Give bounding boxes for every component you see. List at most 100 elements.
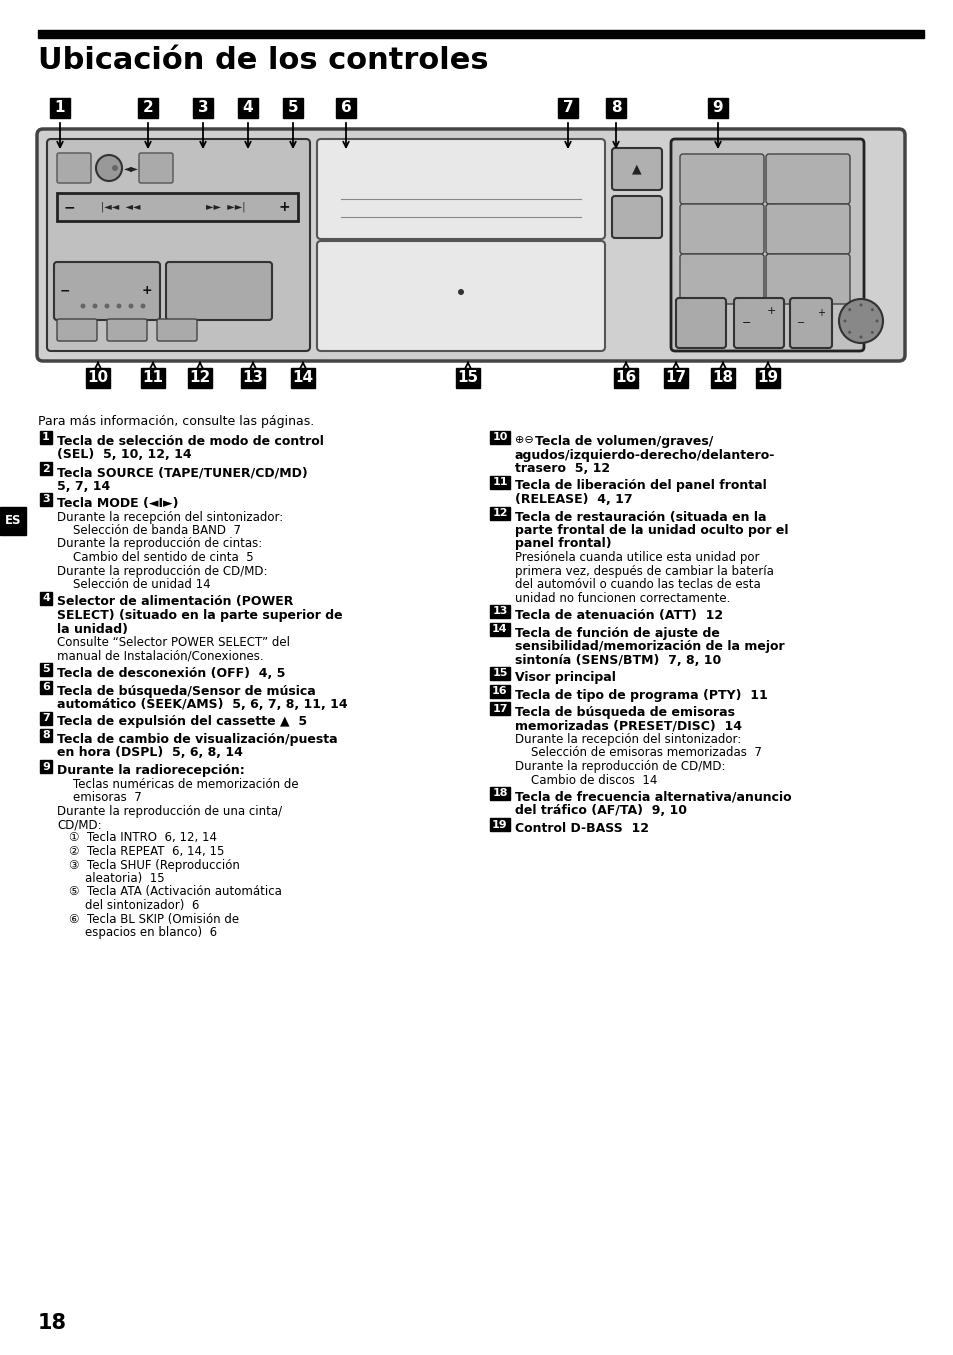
Text: 15: 15: [456, 370, 478, 386]
Text: Tecla de función de ajuste de: Tecla de función de ajuste de: [515, 626, 720, 640]
Bar: [40, 760, 52, 772]
FancyBboxPatch shape: [139, 153, 172, 183]
Bar: [456, 369, 479, 388]
Text: ▲: ▲: [632, 163, 641, 176]
FancyBboxPatch shape: [57, 153, 91, 183]
Bar: [188, 369, 212, 388]
Bar: [663, 369, 687, 388]
FancyBboxPatch shape: [166, 262, 272, 320]
Bar: [490, 507, 510, 519]
Text: Selección de emisoras memorizadas  7: Selección de emisoras memorizadas 7: [531, 747, 761, 760]
Text: Durante la recepción del sintonizador:: Durante la recepción del sintonizador:: [515, 733, 740, 747]
Text: 8: 8: [42, 730, 50, 740]
Text: 6: 6: [42, 682, 50, 692]
Circle shape: [838, 299, 882, 343]
Bar: [141, 369, 165, 388]
Text: Tecla de volumen/graves/: Tecla de volumen/graves/: [535, 435, 713, 449]
Text: 11: 11: [492, 477, 507, 486]
Bar: [50, 98, 70, 118]
Text: +: +: [765, 306, 775, 316]
Circle shape: [870, 331, 873, 333]
Text: 18: 18: [38, 1313, 67, 1333]
Text: primera vez, después de cambiar la batería: primera vez, después de cambiar la bater…: [515, 565, 773, 577]
Text: panel frontal): panel frontal): [515, 538, 611, 550]
Text: espacios en blanco)  6: espacios en blanco) 6: [85, 925, 217, 939]
Text: Durante la recepción del sintonizador:: Durante la recepción del sintonizador:: [57, 511, 283, 523]
Circle shape: [112, 165, 118, 171]
Bar: [490, 818, 510, 831]
Text: ①  Tecla INTRO  6, 12, 14: ① Tecla INTRO 6, 12, 14: [69, 832, 216, 844]
Bar: [283, 98, 303, 118]
Text: 5, 7, 14: 5, 7, 14: [57, 480, 111, 492]
Text: 17: 17: [492, 703, 507, 714]
FancyBboxPatch shape: [670, 140, 863, 351]
Bar: [710, 369, 734, 388]
Text: Selección de banda BAND  7: Selección de banda BAND 7: [73, 524, 241, 537]
Text: unidad no funcionen correctamente.: unidad no funcionen correctamente.: [515, 592, 730, 604]
Circle shape: [80, 304, 86, 309]
Text: Cambio del sentido de cinta  5: Cambio del sentido de cinta 5: [73, 551, 253, 564]
Text: 13: 13: [492, 607, 507, 617]
Text: 3: 3: [42, 495, 50, 504]
FancyBboxPatch shape: [676, 298, 725, 348]
Bar: [0, 507, 26, 535]
Text: (RELEASE)  4, 17: (RELEASE) 4, 17: [515, 493, 632, 505]
FancyBboxPatch shape: [107, 318, 147, 341]
Text: 19: 19: [757, 370, 778, 386]
Text: Durante la reproducción de una cinta/: Durante la reproducción de una cinta/: [57, 805, 282, 817]
Text: Tecla de tipo de programa (PTY)  11: Tecla de tipo de programa (PTY) 11: [515, 688, 767, 702]
Circle shape: [457, 289, 463, 295]
Text: emisoras  7: emisoras 7: [73, 791, 142, 804]
FancyBboxPatch shape: [57, 318, 97, 341]
FancyBboxPatch shape: [612, 196, 661, 238]
Text: Cambio de discos  14: Cambio de discos 14: [531, 774, 657, 786]
Bar: [490, 667, 510, 680]
Text: parte frontal de la unidad oculto por el: parte frontal de la unidad oculto por el: [515, 524, 788, 537]
Bar: [86, 369, 110, 388]
Bar: [40, 462, 52, 476]
Text: 15: 15: [492, 668, 507, 679]
Bar: [40, 592, 52, 604]
Text: Para más información, consulte las páginas.: Para más información, consulte las págin…: [38, 415, 314, 428]
Text: |◄◄  ◄◄: |◄◄ ◄◄: [101, 202, 141, 213]
Text: Tecla de desconexión (OFF)  4, 5: Tecla de desconexión (OFF) 4, 5: [57, 667, 285, 680]
Text: Presiónela cuanda utilice esta unidad por: Presiónela cuanda utilice esta unidad po…: [515, 551, 759, 564]
FancyBboxPatch shape: [54, 262, 160, 320]
Circle shape: [116, 304, 121, 309]
FancyBboxPatch shape: [733, 298, 783, 348]
Text: sensibilidad/memorización de la mejor: sensibilidad/memorización de la mejor: [515, 640, 783, 653]
Bar: [490, 431, 510, 444]
Text: Durante la reproducción de CD/MD:: Durante la reproducción de CD/MD:: [515, 760, 724, 772]
Text: Control D-BASS  12: Control D-BASS 12: [515, 822, 648, 835]
Bar: [490, 702, 510, 715]
Text: 14: 14: [492, 625, 507, 634]
Text: Consulte “Selector POWER SELECT” del: Consulte “Selector POWER SELECT” del: [57, 635, 290, 649]
Text: 9: 9: [42, 762, 50, 771]
Text: Selector de alimentación (POWER: Selector de alimentación (POWER: [57, 595, 294, 608]
Text: −: −: [60, 285, 71, 298]
Text: automático (SEEK/AMS)  5, 6, 7, 8, 11, 14: automático (SEEK/AMS) 5, 6, 7, 8, 11, 14: [57, 698, 347, 711]
FancyBboxPatch shape: [37, 129, 904, 360]
FancyBboxPatch shape: [612, 148, 661, 190]
Text: Tecla SOURCE (TAPE/TUNER/CD/MD): Tecla SOURCE (TAPE/TUNER/CD/MD): [57, 466, 308, 480]
Text: manual de Instalación/Conexiones.: manual de Instalación/Conexiones.: [57, 649, 263, 663]
Text: CD/MD:: CD/MD:: [57, 818, 102, 831]
Text: en hora (DSPL)  5, 6, 8, 14: en hora (DSPL) 5, 6, 8, 14: [57, 747, 243, 760]
Circle shape: [129, 304, 133, 309]
FancyBboxPatch shape: [679, 154, 763, 205]
Text: 12: 12: [190, 370, 211, 386]
Circle shape: [842, 320, 845, 322]
Text: 7: 7: [42, 713, 50, 724]
Bar: [335, 98, 355, 118]
Text: 18: 18: [492, 789, 507, 798]
Text: Teclas numéricas de memorización de: Teclas numéricas de memorización de: [73, 778, 298, 790]
Text: del tráfico (AF/TA)  9, 10: del tráfico (AF/TA) 9, 10: [515, 805, 686, 817]
Text: Tecla de búsqueda de emisoras: Tecla de búsqueda de emisoras: [515, 706, 734, 720]
Text: (SEL)  5, 10, 12, 14: (SEL) 5, 10, 12, 14: [57, 449, 192, 462]
Text: Selección de unidad 14: Selección de unidad 14: [73, 579, 211, 591]
Text: 10: 10: [88, 370, 109, 386]
Text: 16: 16: [492, 686, 507, 696]
Text: 12: 12: [492, 508, 507, 518]
Text: 13: 13: [242, 370, 263, 386]
FancyBboxPatch shape: [316, 241, 604, 351]
